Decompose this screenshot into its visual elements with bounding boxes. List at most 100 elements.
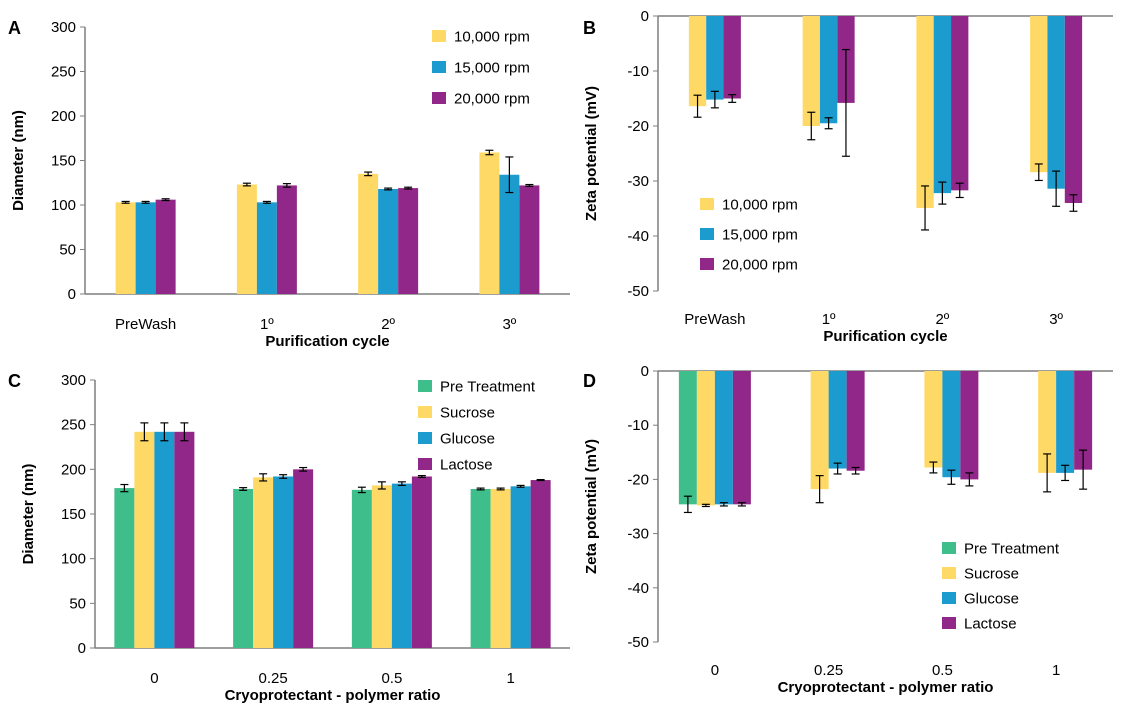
bar xyxy=(828,371,847,469)
legend-swatch xyxy=(942,567,956,579)
y-tick-label: 100 xyxy=(61,551,86,568)
bar xyxy=(933,16,952,194)
legend-label: Lactose xyxy=(964,616,1017,633)
bar xyxy=(135,202,156,294)
legend-swatch xyxy=(942,542,956,554)
x-tick-label: 0.5 xyxy=(381,670,402,687)
bar xyxy=(273,476,294,648)
bar xyxy=(1064,16,1083,203)
legend-label: Glucose xyxy=(440,431,495,448)
x-tick-label: PreWash xyxy=(684,311,745,328)
bar xyxy=(134,431,155,648)
bar xyxy=(276,185,297,294)
bar xyxy=(114,488,135,648)
y-tick-label: 50 xyxy=(69,595,86,612)
y-tick-label: 150 xyxy=(61,506,86,523)
y-axis-title: Diameter (nm) xyxy=(10,110,27,211)
bar xyxy=(706,16,724,100)
y-tick-label: -50 xyxy=(627,634,649,651)
panel-letter-c: C xyxy=(8,371,21,391)
y-tick-label: -20 xyxy=(627,471,649,488)
bar xyxy=(924,371,943,468)
bar xyxy=(490,488,511,648)
legend-label: 20,000 rpm xyxy=(722,257,798,274)
x-tick-label: 0.25 xyxy=(814,662,843,679)
bar xyxy=(391,483,412,648)
x-tick-label: 0 xyxy=(150,670,158,687)
bar xyxy=(951,16,969,191)
bar xyxy=(236,184,257,294)
bar xyxy=(942,371,961,478)
legend-swatch xyxy=(942,592,956,604)
legend-label: 20,000 rpm xyxy=(454,91,530,108)
bar xyxy=(155,199,176,294)
y-tick-label: -10 xyxy=(627,63,649,80)
y-tick-label: 200 xyxy=(51,108,76,125)
y-tick-label: 250 xyxy=(51,64,76,81)
y-tick-label: -10 xyxy=(627,417,649,434)
x-axis-title: Cryoprotectant - polymer ratio xyxy=(225,687,441,704)
chart-panel-d: 0 -10 -20 -30 -40 -50 Zeta potential (mV) 0 0.25… xyxy=(583,363,1113,696)
y-tick-label: -20 xyxy=(627,118,649,135)
legend-swatch xyxy=(432,30,446,42)
x-tick-label: 1º xyxy=(260,316,274,333)
bar xyxy=(519,185,540,294)
x-tick-label: 3º xyxy=(502,316,516,333)
legend-label: 15,000 rpm xyxy=(454,60,530,77)
bar xyxy=(479,152,500,294)
legend-label: Sucrose xyxy=(440,405,495,422)
y-tick-label: -30 xyxy=(627,526,649,543)
bar xyxy=(293,469,314,648)
y-axis-title: Zeta potential (mV) xyxy=(583,439,600,574)
bar xyxy=(819,16,838,124)
y-tick-label: -50 xyxy=(627,283,649,300)
chart-panel-a: 0 50 100 150 200 250 300 Diameter (nm) PreWash 1º… xyxy=(10,19,570,350)
y-tick-label: 0 xyxy=(78,640,86,657)
y-tick-label: 50 xyxy=(59,242,76,259)
y-tick-label: 0 xyxy=(641,363,649,380)
bar xyxy=(470,488,491,648)
x-axis-title: Cryoprotectant - polymer ratio xyxy=(778,679,994,696)
bar xyxy=(378,188,399,294)
bar xyxy=(411,476,432,648)
panel-letter-d: D xyxy=(583,371,596,391)
legend-swatch xyxy=(418,406,432,418)
bar xyxy=(916,16,934,208)
legend-swatch xyxy=(700,258,714,270)
x-tick-label: 1 xyxy=(506,670,514,687)
x-axis-title: Purification cycle xyxy=(823,328,947,345)
bar xyxy=(960,371,979,480)
y-tick-label: 0 xyxy=(641,8,649,25)
y-tick-label: -30 xyxy=(627,173,649,190)
legend-swatch xyxy=(700,198,714,210)
legend-label: Sucrose xyxy=(964,566,1019,583)
panel-letter-b: B xyxy=(583,18,596,38)
bar xyxy=(810,371,829,490)
bar xyxy=(510,486,531,648)
legend-label: 10,000 rpm xyxy=(454,29,530,46)
bar xyxy=(714,371,733,505)
legend-label: Pre Treatment xyxy=(964,541,1060,558)
bar xyxy=(358,173,379,294)
bar xyxy=(802,16,820,126)
legend-label: 15,000 rpm xyxy=(722,227,798,244)
y-tick-label: 100 xyxy=(51,197,76,214)
legend-swatch xyxy=(942,617,956,629)
bar xyxy=(256,202,277,294)
y-tick-label: 300 xyxy=(61,372,86,389)
bar xyxy=(154,431,175,648)
bar xyxy=(732,371,751,505)
bar xyxy=(723,16,741,99)
legend-swatch xyxy=(432,61,446,73)
bar xyxy=(678,371,697,505)
bar xyxy=(371,485,392,648)
bar xyxy=(1047,16,1065,189)
bar xyxy=(398,188,419,294)
legend-label: Pre Treatment xyxy=(440,379,536,396)
bar xyxy=(1074,371,1093,470)
legend-label: Lactose xyxy=(440,457,493,474)
y-tick-label: 200 xyxy=(61,461,86,478)
bar xyxy=(688,16,707,107)
y-axis-title: Diameter (nm) xyxy=(20,464,37,565)
chart-panel-b: 0 -10 -20 -30 -40 -50 Zeta potential (mV) PreWa… xyxy=(583,8,1113,345)
